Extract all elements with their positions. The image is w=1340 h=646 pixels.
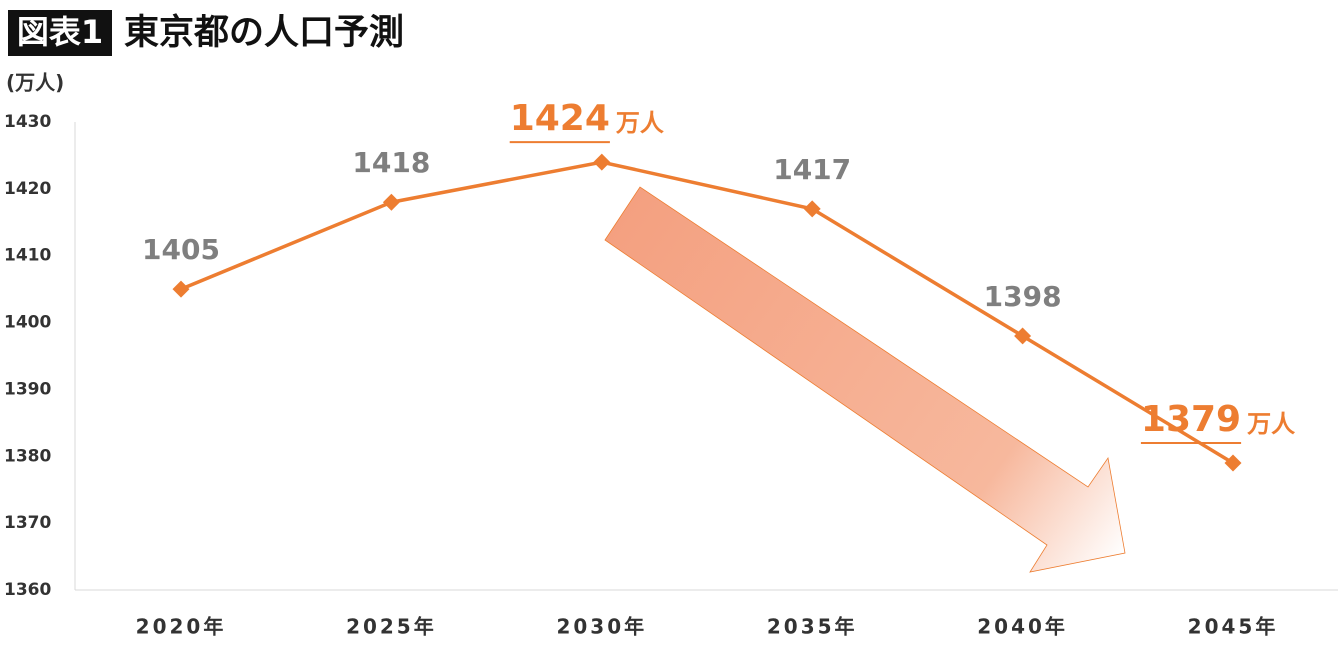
y-tick-label: 1360 [4,580,51,600]
y-tick-label: 1400 [4,313,51,333]
point [382,193,400,211]
point [1014,327,1032,345]
point [172,280,190,298]
y-tick-label: 1370 [4,513,51,533]
point [593,153,611,171]
x-tick-label: 2035年 [767,615,858,639]
value-label: 1418 [352,146,430,179]
x-tick-label: 2025年 [346,615,437,639]
point [1224,454,1242,472]
y-tick-label: 1380 [4,446,51,466]
annotation: 万人 [616,109,664,137]
value-label: 1417 [773,153,851,186]
y-unit: (万人) [6,71,64,95]
x-tick-label: 2020年 [136,615,227,639]
figure-label: 図表1 [17,13,103,51]
x-tick-label: 2030年 [556,615,647,639]
x-tick-label: 2045年 [1188,615,1279,639]
title-badge [8,10,112,56]
chart-title: 東京都の人口予測 [124,12,404,53]
point [803,200,821,218]
line [180,160,1234,465]
value-label: 1405 [142,233,220,266]
value-label: 1379 [1141,399,1241,440]
annotation: 万人 [1247,410,1295,438]
y-tick-label: 1430 [4,112,51,132]
y-tick-label: 1390 [4,379,51,399]
x-tick-label: 2040年 [977,615,1068,639]
y-tick-label: 1410 [4,246,51,266]
trend-arrow [604,186,1126,573]
value-label: 1424 [510,98,610,139]
value-label: 1398 [984,280,1062,313]
y-tick-label: 1420 [4,179,51,199]
